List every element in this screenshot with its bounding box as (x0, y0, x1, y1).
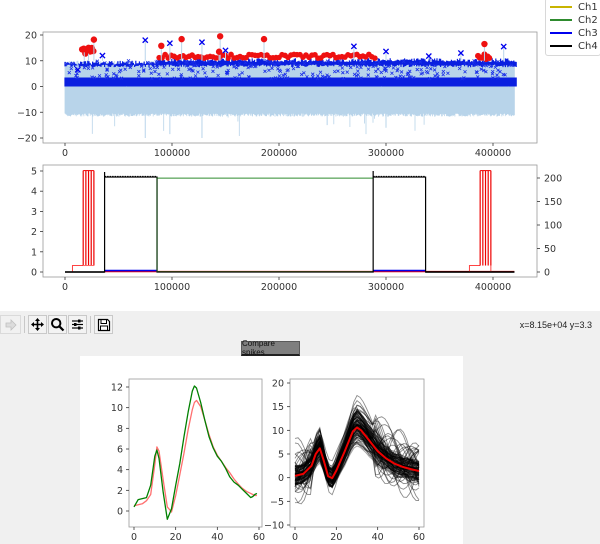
svg-text:400000: 400000 (475, 148, 511, 159)
spike-overlay-axes: 0 20 40 60 −10 −5 0 5 10 15 20 (264, 379, 425, 544)
move-arrows-icon (31, 318, 44, 331)
legend-line-ch1 (550, 6, 572, 8)
svg-text:50: 50 (544, 244, 556, 255)
svg-text:100000: 100000 (154, 282, 190, 293)
svg-text:0: 0 (62, 282, 68, 293)
svg-text:−20: −20 (17, 134, 37, 145)
legend-label: Ch2 (578, 14, 598, 26)
svg-text:400000: 400000 (475, 282, 511, 293)
svg-text:0: 0 (31, 82, 37, 93)
svg-text:20: 20 (25, 31, 37, 42)
zoom-button[interactable] (48, 315, 67, 334)
legend-line-ch2 (550, 19, 572, 21)
legend-item-ch2: Ch2 (550, 14, 598, 26)
sliders-icon (72, 319, 83, 330)
svg-text:5: 5 (31, 167, 37, 178)
legend-label: Ch4 (578, 40, 598, 52)
svg-text:200: 200 (544, 174, 562, 185)
channel-legend: Ch1 Ch2 Ch3 Ch4 (545, 0, 600, 56)
svg-text:1: 1 (31, 247, 37, 258)
floppy-disk-icon (97, 318, 110, 331)
cursor-coordinates: x=8.15e+04 y=3.3 (519, 320, 592, 330)
svg-text:0: 0 (131, 532, 137, 543)
legend-item-ch3: Ch3 (550, 27, 598, 39)
legend-item-ch1: Ch1 (550, 1, 598, 13)
svg-text:4: 4 (31, 187, 37, 198)
svg-text:300000: 300000 (368, 282, 404, 293)
svg-text:0: 0 (62, 148, 68, 159)
svg-text:6: 6 (117, 445, 123, 456)
legend-line-ch3 (550, 32, 572, 34)
svg-text:−5: −5 (270, 497, 284, 508)
compare-spikes-button[interactable]: Compare spikes (241, 339, 300, 357)
svg-text:150: 150 (544, 197, 562, 208)
svg-text:0: 0 (278, 473, 284, 484)
svg-text:40: 40 (372, 532, 384, 543)
svg-text:20: 20 (170, 532, 182, 543)
channels-axes: 0 100000 200000 300000 400000012345050100150… (31, 164, 562, 293)
raw-signal-axes: 0 100000 200000 300000 400000 −20 −10 0 10 20 (17, 31, 538, 159)
toolbar-separator (90, 316, 91, 333)
svg-text:200000: 200000 (261, 148, 297, 159)
svg-text:100: 100 (544, 221, 562, 232)
svg-text:0: 0 (544, 268, 550, 279)
legend-label: Ch1 (578, 1, 598, 13)
svg-text:4: 4 (117, 465, 123, 476)
svg-text:10: 10 (272, 426, 284, 437)
legend-item-ch4: Ch4 (550, 40, 598, 52)
svg-text:8: 8 (117, 424, 123, 435)
svg-text:12: 12 (111, 383, 123, 394)
svg-text:100000: 100000 (154, 148, 190, 159)
forward-arrow-icon (5, 318, 17, 331)
svg-text:10: 10 (25, 56, 37, 67)
svg-text:2: 2 (117, 486, 123, 497)
svg-text:300000: 300000 (368, 148, 404, 159)
magnifier-icon (51, 318, 65, 332)
svg-text:0: 0 (292, 532, 298, 543)
svg-text:60: 60 (413, 532, 425, 543)
svg-text:20: 20 (272, 379, 284, 390)
svg-text:10: 10 (111, 403, 123, 414)
svg-text:3: 3 (31, 207, 37, 218)
save-button[interactable] (94, 315, 113, 334)
svg-text:0: 0 (31, 268, 37, 279)
waveform-canvas[interactable]: 0 20 40 60 0 2 4 6 8 10 12 0 20 40 60 −10 −5 0 5 10 15 20 (80, 356, 463, 544)
svg-text:20: 20 (330, 532, 342, 543)
mean-comparison-axes: 0 20 40 60 0 2 4 6 8 10 12 (111, 378, 265, 543)
svg-text:200000: 200000 (261, 282, 297, 293)
svg-text:60: 60 (253, 532, 265, 543)
svg-text:0: 0 (117, 507, 123, 518)
svg-text:−10: −10 (17, 108, 37, 119)
forward-button[interactable] (0, 315, 21, 334)
pan-button[interactable] (28, 315, 47, 334)
legend-line-ch4 (550, 45, 572, 47)
legend-label: Ch3 (578, 27, 598, 39)
svg-text:−10: −10 (264, 521, 284, 532)
svg-text:5: 5 (278, 450, 284, 461)
svg-text:2: 2 (31, 227, 37, 238)
svg-text:15: 15 (272, 402, 284, 413)
toolbar-separator (24, 316, 25, 333)
configure-subplots-button[interactable] (68, 315, 87, 334)
svg-text:40: 40 (211, 532, 223, 543)
